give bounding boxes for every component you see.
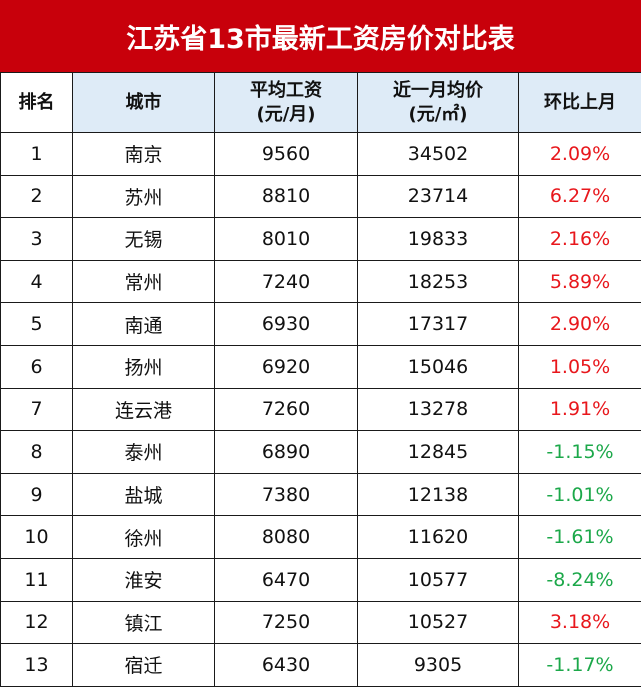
- table-row: 2 苏州 8810 23714 6.27%: [0, 174, 641, 219]
- rank-cell: 10: [0, 515, 73, 559]
- change-cell: 2.09%: [518, 132, 641, 176]
- rank-cell: 5: [0, 302, 73, 346]
- table-row: 7 连云港 7260 13278 1.91%: [0, 387, 641, 432]
- wage-cell: 8810: [214, 174, 358, 219]
- price-cell: 17317: [357, 302, 519, 346]
- city-cell: 盐城: [72, 472, 215, 517]
- wage-cell: 7260: [214, 387, 358, 432]
- city-comparison-table: 排名 城市 平均工资 (元/月) 近一月均价 (元/㎡) 环比上月 1 南京 956…: [0, 72, 641, 687]
- header-avg-price-unit: (元/㎡): [408, 103, 468, 125]
- wage-cell: 6890: [214, 430, 358, 474]
- change-cell: 2.16%: [518, 217, 641, 261]
- wage-cell: 6470: [214, 557, 358, 602]
- rank-cell: 8: [0, 430, 73, 474]
- city-cell: 泰州: [72, 430, 215, 474]
- table-row: 8 泰州 6890 12845 -1.15%: [0, 430, 641, 474]
- header-month-change: 环比上月: [518, 72, 641, 133]
- price-cell: 34502: [357, 132, 519, 176]
- header-avg-price-label: 近一月均价: [393, 79, 483, 101]
- table-row: 5 南通 6930 17317 2.90%: [0, 302, 641, 346]
- rank-cell: 2: [0, 174, 73, 219]
- header-avg-wage-unit: (元/月): [256, 103, 316, 125]
- table-row: 6 扬州 6920 15046 1.05%: [0, 344, 641, 389]
- price-cell: 15046: [357, 344, 519, 389]
- wage-cell: 9560: [214, 132, 358, 176]
- city-cell: 连云港: [72, 387, 215, 432]
- city-cell: 无锡: [72, 217, 215, 261]
- rank-cell: 11: [0, 557, 73, 602]
- price-cell: 9305: [357, 643, 519, 687]
- rank-cell: 9: [0, 472, 73, 517]
- price-cell: 19833: [357, 217, 519, 261]
- wage-cell: 6430: [214, 643, 358, 687]
- table-row: 10 徐州 8080 11620 -1.61%: [0, 515, 641, 559]
- table-row: 4 常州 7240 18253 5.89%: [0, 259, 641, 304]
- price-cell: 12138: [357, 472, 519, 517]
- rank-cell: 7: [0, 387, 73, 432]
- city-cell: 南京: [72, 132, 215, 176]
- change-cell: 6.27%: [518, 174, 641, 219]
- change-cell: -1.61%: [518, 515, 641, 559]
- wage-cell: 7250: [214, 600, 358, 645]
- change-cell: 5.89%: [518, 259, 641, 304]
- price-cell: 10577: [357, 557, 519, 602]
- wage-cell: 6930: [214, 302, 358, 346]
- price-cell: 11620: [357, 515, 519, 559]
- header-avg-price: 近一月均价 (元/㎡): [357, 72, 519, 133]
- change-cell: -1.17%: [518, 643, 641, 687]
- city-cell: 常州: [72, 259, 215, 304]
- change-cell: 2.90%: [518, 302, 641, 346]
- change-cell: 1.91%: [518, 387, 641, 432]
- rank-cell: 3: [0, 217, 73, 261]
- city-cell: 苏州: [72, 174, 215, 219]
- wage-cell: 7240: [214, 259, 358, 304]
- city-cell: 宿迁: [72, 643, 215, 687]
- header-row: 排名 城市 平均工资 (元/月) 近一月均价 (元/㎡) 环比上月: [0, 72, 641, 133]
- table-row: 9 盐城 7380 12138 -1.01%: [0, 472, 641, 517]
- price-cell: 12845: [357, 430, 519, 474]
- change-cell: -8.24%: [518, 557, 641, 602]
- wage-cell: 8010: [214, 217, 358, 261]
- header-rank: 排名: [0, 72, 73, 133]
- wage-cell: 7380: [214, 472, 358, 517]
- rank-cell: 1: [0, 132, 73, 176]
- table-row: 3 无锡 8010 19833 2.16%: [0, 217, 641, 261]
- table-body: 1 南京 9560 34502 2.09% 2 苏州 8810 23714 6.27% 3 无锡 801…: [0, 132, 641, 687]
- city-cell: 淮安: [72, 557, 215, 602]
- table-row: 11 淮安 6470 10577 -8.24%: [0, 557, 641, 602]
- wage-cell: 6920: [214, 344, 358, 389]
- price-cell: 23714: [357, 174, 519, 219]
- table-row: 13 宿迁 6430 9305 -1.17%: [0, 643, 641, 687]
- table-row: 12 镇江 7250 10527 3.18%: [0, 600, 641, 645]
- rank-cell: 6: [0, 344, 73, 389]
- rank-cell: 12: [0, 600, 73, 645]
- table-title: 江苏省13市最新工资房价对比表: [0, 0, 641, 72]
- change-cell: -1.01%: [518, 472, 641, 517]
- header-avg-wage: 平均工资 (元/月): [214, 72, 358, 133]
- change-cell: 1.05%: [518, 344, 641, 389]
- wage-cell: 8080: [214, 515, 358, 559]
- table-row: 1 南京 9560 34502 2.09%: [0, 132, 641, 176]
- header-city: 城市: [72, 72, 215, 133]
- change-cell: 3.18%: [518, 600, 641, 645]
- header-avg-wage-label: 平均工资: [250, 79, 322, 101]
- rank-cell: 13: [0, 643, 73, 687]
- change-cell: -1.15%: [518, 430, 641, 474]
- price-cell: 10527: [357, 600, 519, 645]
- price-cell: 13278: [357, 387, 519, 432]
- city-cell: 南通: [72, 302, 215, 346]
- rank-cell: 4: [0, 259, 73, 304]
- price-cell: 18253: [357, 259, 519, 304]
- city-cell: 镇江: [72, 600, 215, 645]
- city-cell: 徐州: [72, 515, 215, 559]
- city-cell: 扬州: [72, 344, 215, 389]
